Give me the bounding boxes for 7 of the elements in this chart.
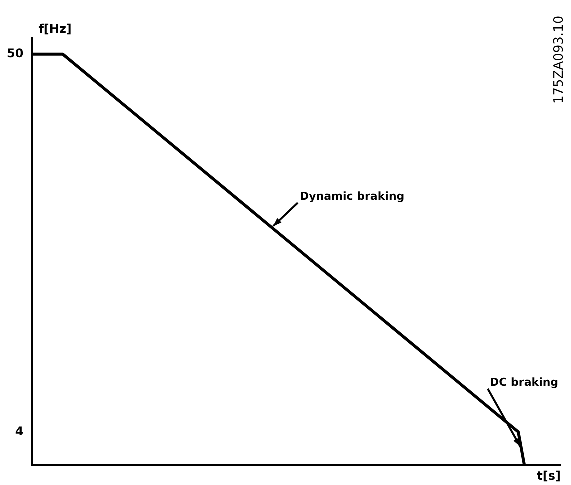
annotation: Dynamic braking [300, 190, 405, 203]
y-axis-title: f[Hz] [38, 22, 72, 36]
x-axis-title: t[s] [537, 469, 561, 484]
annotation: DC braking [490, 376, 559, 389]
y-tick-label: 4 [15, 424, 24, 438]
y-tick-label: 50 [6, 46, 24, 61]
annotation: 175ZA093.10 [552, 16, 567, 104]
